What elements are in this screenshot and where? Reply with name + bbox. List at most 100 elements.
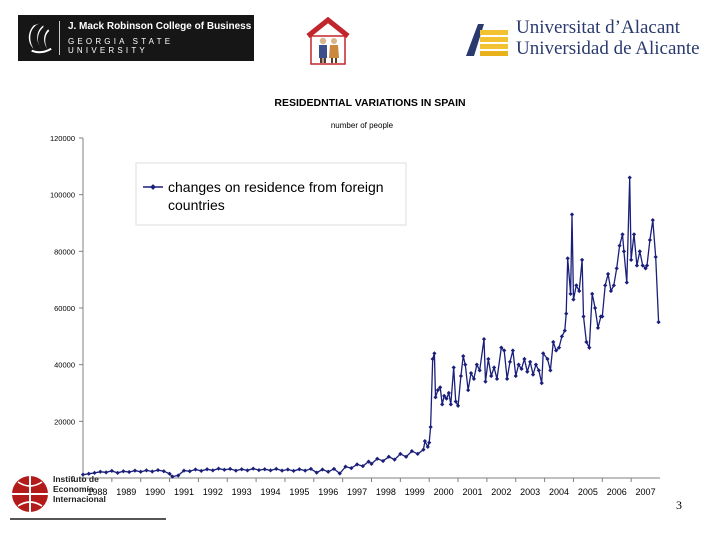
data-point — [569, 212, 575, 217]
data-point — [262, 467, 267, 472]
data-point — [314, 470, 319, 475]
data-point — [320, 467, 325, 472]
legend-box — [135, 162, 407, 226]
data-point — [640, 263, 645, 268]
data-point — [533, 362, 539, 367]
data-point — [150, 469, 155, 474]
y-tick-label: 0 — [71, 474, 75, 483]
ua-logo: Universitat d’Alacant Universidad de Ali… — [464, 14, 704, 62]
iei-rule — [10, 518, 166, 520]
data-point — [415, 451, 420, 457]
data-point — [477, 368, 482, 373]
data-point — [463, 362, 468, 367]
data-point — [584, 339, 589, 345]
x-tick-label: 1998 — [376, 487, 396, 497]
data-point — [421, 447, 426, 452]
data-point — [461, 354, 466, 359]
flame-icon — [28, 23, 52, 54]
data-point — [438, 385, 443, 390]
data-point — [504, 376, 510, 381]
data-point — [343, 464, 348, 469]
data-point — [451, 365, 456, 370]
data-point — [644, 263, 650, 268]
data-point — [614, 266, 619, 271]
data-point — [181, 468, 187, 473]
data-point — [516, 362, 521, 367]
iei-logo: Instituto de Economía Internacional — [10, 472, 180, 524]
data-point — [551, 339, 556, 345]
data-point — [256, 467, 262, 473]
data-point — [326, 469, 331, 474]
x-tick-label: 2002 — [491, 487, 511, 497]
data-point — [564, 311, 569, 316]
data-point — [556, 345, 562, 350]
x-tick-label: 1990 — [145, 487, 165, 497]
data-point — [647, 237, 653, 243]
data-point — [398, 451, 403, 457]
data-point — [486, 356, 491, 362]
data-point — [541, 351, 546, 356]
data-point — [233, 468, 239, 473]
logo-divider — [58, 21, 60, 55]
data-point — [446, 390, 451, 396]
data-point — [590, 291, 595, 296]
data-point — [127, 469, 132, 475]
data-point — [603, 283, 608, 288]
y-tick-label: 40000 — [54, 361, 75, 370]
data-point — [548, 368, 553, 373]
data-point — [643, 266, 648, 271]
x-tick-label: 2007 — [636, 487, 656, 497]
data-point — [187, 469, 192, 474]
data-point — [375, 456, 380, 461]
data-point — [621, 249, 627, 254]
globe-icon — [12, 476, 48, 512]
gsu-university-name: GEORGIA STATE UNIVERSITY — [67, 37, 174, 55]
data-point — [530, 372, 536, 377]
data-point — [239, 467, 244, 472]
data-point — [592, 305, 598, 311]
data-point — [471, 376, 477, 381]
data-point — [458, 373, 464, 379]
data-point — [653, 254, 658, 260]
data-point — [595, 325, 601, 330]
data-point — [494, 376, 500, 381]
data-point — [491, 365, 497, 370]
data-point — [279, 468, 285, 473]
data-point — [499, 345, 504, 350]
data-point — [308, 466, 314, 472]
data-point — [617, 243, 622, 248]
data-point — [132, 468, 138, 473]
data-point — [251, 466, 256, 471]
x-tick-label: 1997 — [347, 487, 367, 497]
data-point — [432, 351, 437, 356]
data-point — [369, 461, 374, 466]
data-point — [435, 388, 440, 393]
data-point — [525, 369, 530, 374]
data-point — [581, 314, 586, 319]
data-point — [539, 380, 544, 386]
y-tick-label: 60000 — [54, 304, 75, 313]
data-point — [204, 467, 210, 472]
data-point — [155, 467, 161, 473]
data-point — [624, 280, 629, 285]
iei-line-1: Instituto de — [53, 474, 99, 484]
data-point — [627, 175, 632, 180]
y-tick-label: 80000 — [54, 247, 75, 256]
data-point — [611, 283, 616, 288]
data-point — [303, 468, 308, 473]
chart-title: RESIDEDNTIAL VARIATIONS IN SPAIN — [274, 97, 465, 109]
y-tick-label: 120000 — [50, 134, 75, 143]
data-point — [528, 359, 533, 364]
data-point — [605, 271, 611, 277]
data-point — [331, 466, 337, 472]
data-point — [349, 465, 354, 471]
data-point — [442, 393, 447, 398]
data-point — [403, 454, 409, 459]
ua-emblem-icon — [466, 24, 508, 56]
data-point — [144, 468, 149, 473]
data-point — [559, 334, 565, 339]
data-point — [536, 368, 541, 373]
data-point — [297, 467, 302, 472]
data-point — [510, 348, 515, 353]
x-tick-label: 2006 — [607, 487, 627, 497]
